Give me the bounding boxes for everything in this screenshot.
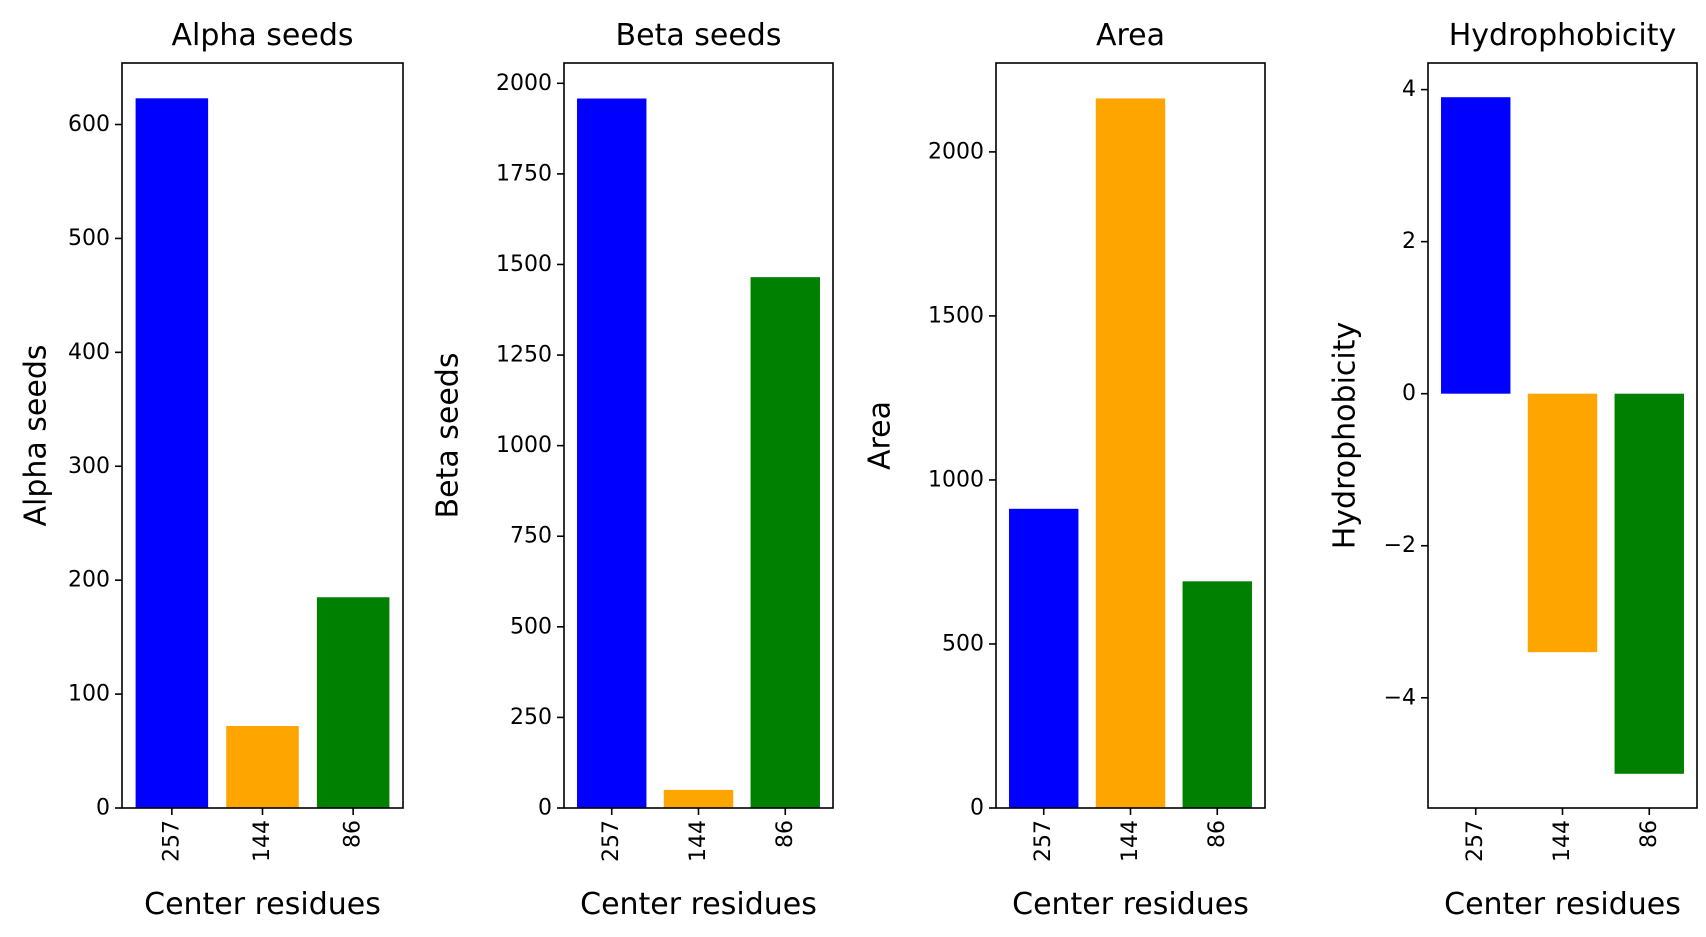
panel-4-xtick-label: 86 [1637,820,1662,848]
panel-2-ylabel: Beta seeds [431,353,466,519]
panel-4-bar-144 [1527,393,1598,653]
panel-2-ytick-label: 1000 [496,433,552,458]
panel-1-bar-144 [226,725,299,808]
panel-1-xlabel: Center residues [144,887,381,922]
panel-4-xtick-label: 257 [1463,820,1488,862]
panel-2-ytick-label: 1500 [496,252,552,277]
panel-3-xtick-label: 257 [1031,820,1056,862]
panel-1-ytick-label: 500 [68,226,110,251]
panel-3-bar-144 [1095,98,1166,809]
panel-2-ytick-label: 0 [538,796,552,821]
panel-4-ylabel: Hydrophobicity [1328,322,1363,550]
panel-2-ytick-label: 750 [510,524,552,549]
panel-4-bar-257 [1441,97,1511,394]
panel-3-ytick-label: 0 [970,796,984,821]
panel-4-xtick-label: 144 [1550,820,1575,862]
panel-2-bar-257 [577,98,647,808]
panel-1-xtick-label: 144 [250,820,275,862]
panel-1-bar-257 [135,98,209,808]
panel-1-xtick-label: 86 [341,820,366,848]
panel-1-ytick-label: 400 [68,340,110,365]
panel-1-ytick-label: 600 [68,112,110,137]
panel-4-bar-86 [1614,393,1684,774]
panel-1-ylabel: Alpha seeds [19,344,54,526]
panel-4-ytick-label: −4 [1384,685,1416,710]
panel-3-ytick-label: 2000 [928,139,984,164]
panel-1-ytick-label: 200 [68,568,110,593]
panel-1-xtick-label: 257 [159,820,184,862]
panel-2-xtick-label: 144 [686,820,711,862]
panel-1-title: Alpha seeds [171,18,353,53]
panel-4-ytick-label: 4 [1402,77,1416,102]
panel-1-bar-86 [316,597,390,808]
panel-2-bar-144 [663,789,734,808]
panel-2-xtick-label: 257 [599,820,624,862]
panel-4-title: Hydrophobicity [1449,18,1677,53]
panel-3-xlabel: Center residues [1012,887,1249,922]
panel-2-ytick-label: 500 [510,614,552,639]
panel-2-xlabel: Center residues [580,887,817,922]
panel-1-ytick-label: 0 [96,796,110,821]
panel-2-title: Beta seeds [616,18,782,53]
panel-2-ytick-label: 1250 [496,343,552,368]
panel-2-ytick-label: 2000 [496,71,552,96]
panel-3-ylabel: Area [863,401,898,470]
panel-3-xtick-label: 144 [1118,820,1143,862]
panel-4-xlabel: Center residues [1444,887,1681,922]
panel-3-xtick-label: 86 [1205,820,1230,848]
panel-3-ytick-label: 1500 [928,303,984,328]
panel-3-bar-257 [1009,508,1079,808]
panel-4-ytick-label: −2 [1384,533,1416,558]
panel-3-ytick-label: 500 [942,631,984,656]
panel-2-ytick-label: 250 [510,705,552,730]
panel-1-ytick-label: 300 [68,454,110,479]
panel-4-ytick-label: 2 [1402,229,1416,254]
panel-3-ytick-label: 1000 [928,467,984,492]
panel-3-title: Area [1096,18,1165,53]
panel-2-ytick-label: 1750 [496,161,552,186]
panel-1-ytick-label: 100 [68,682,110,707]
panel-2-xtick-label: 86 [773,820,798,848]
panel-2-bar-86 [750,277,820,808]
panel-4-ytick-label: 0 [1402,381,1416,406]
panel-3-bar-86 [1182,581,1252,808]
